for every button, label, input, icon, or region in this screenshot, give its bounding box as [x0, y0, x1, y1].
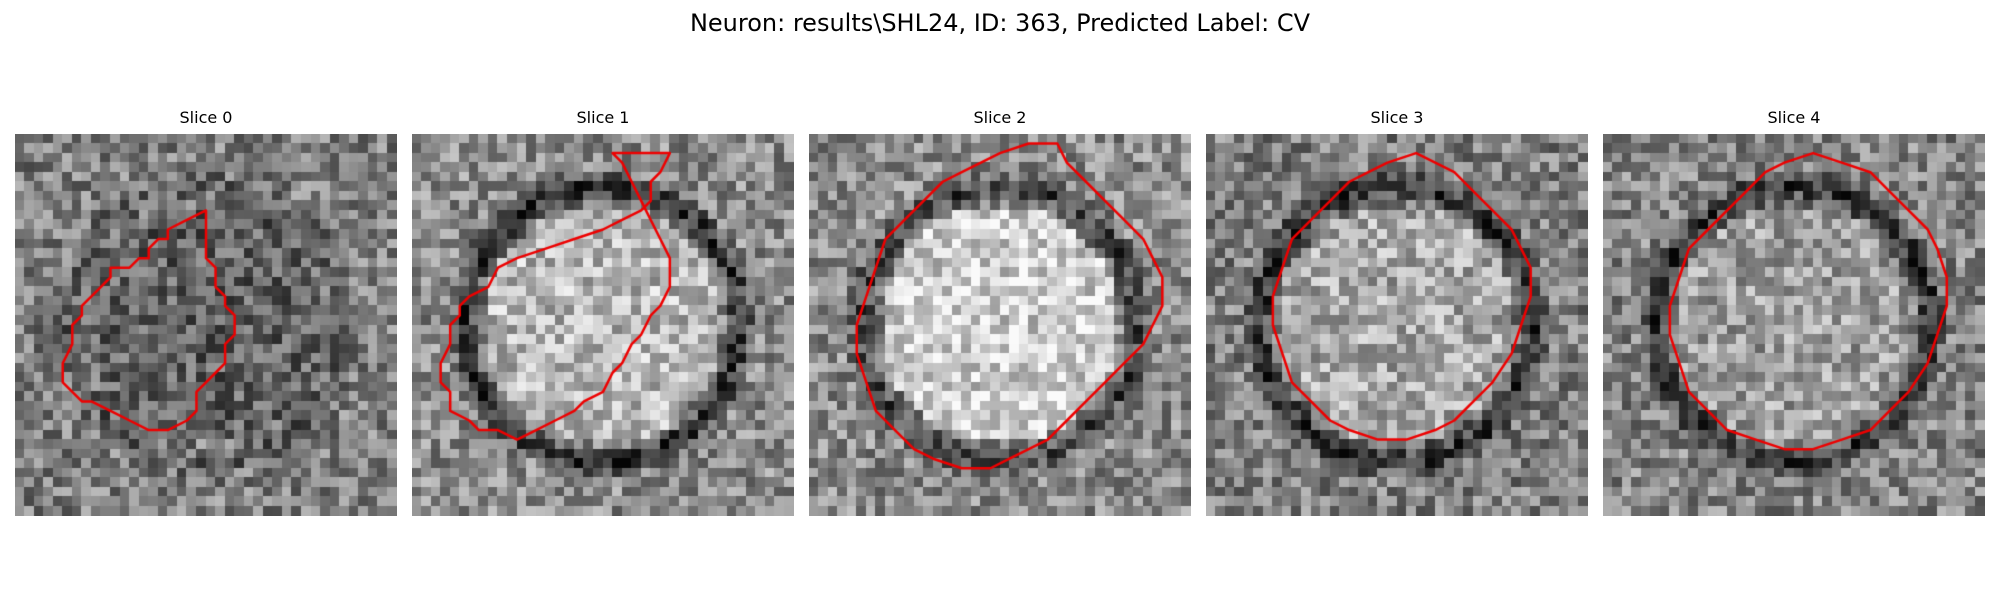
slice-panel: Slice 2 — [809, 108, 1191, 516]
slice-title: Slice 3 — [1370, 108, 1424, 127]
slice-image — [1206, 134, 1588, 516]
slice-image — [412, 134, 794, 516]
slice-panel: Slice 3 — [1206, 108, 1588, 516]
figure-title: Neuron: results\SHL24, ID: 363, Predicte… — [689, 9, 1311, 37]
slice-title: Slice 0 — [179, 108, 233, 127]
slice-panel: Slice 1 — [412, 108, 794, 516]
slice-panel: Slice 4 — [1603, 108, 1985, 516]
slice-image — [15, 134, 397, 516]
slice-image — [1603, 134, 1985, 516]
slice-title: Slice 2 — [973, 108, 1027, 127]
slice-title: Slice 4 — [1767, 108, 1821, 127]
slice-image — [809, 134, 1191, 516]
slice-panel: Slice 0 — [15, 108, 397, 516]
slice-title: Slice 1 — [576, 108, 630, 127]
